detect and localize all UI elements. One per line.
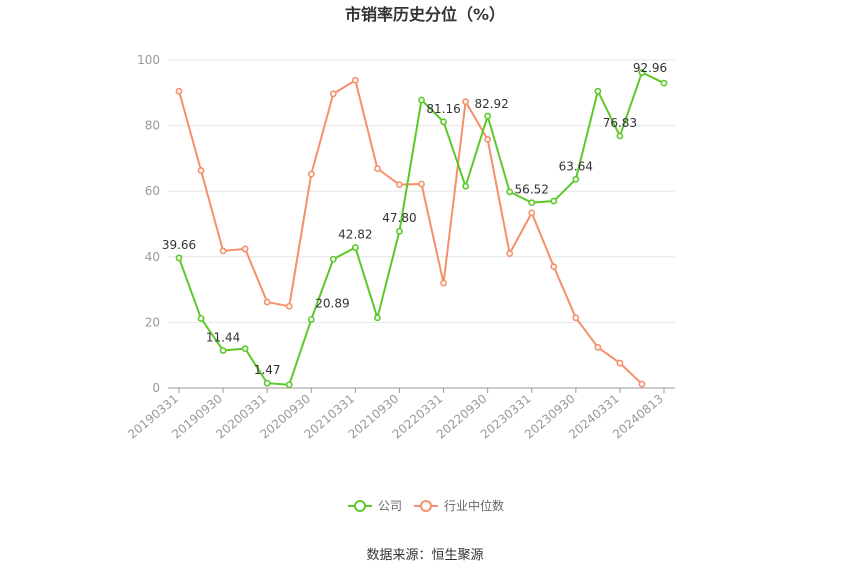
data-point: [638, 69, 646, 76]
data-label: 20.89: [315, 296, 349, 310]
data-point: [241, 245, 249, 253]
data-label: 47.80: [382, 211, 416, 225]
data-labels: 39.66 11.44 1.47 20.89 42.82 47.80 81.16 82.92 5…: [162, 61, 667, 377]
data-point: [175, 254, 183, 262]
y-tick-label: 80: [145, 119, 160, 133]
data-point: [462, 98, 469, 106]
y-axis: 0 20 40 60 80 100: [137, 53, 160, 395]
legend-item-company[interactable]: 公司: [348, 499, 402, 513]
legend-marker: [354, 500, 366, 512]
data-point: [219, 247, 227, 255]
data-point: [440, 279, 447, 287]
data-point: [484, 112, 492, 120]
data-point: [506, 250, 514, 257]
data-point: [285, 302, 293, 310]
data-label: 1.47: [254, 363, 281, 377]
data-point: [440, 118, 447, 126]
data-point: [374, 165, 381, 172]
data-label: 81.16: [426, 102, 460, 116]
data-label: 76.83: [603, 116, 637, 130]
data-point: [263, 379, 271, 387]
data-point: [329, 255, 337, 263]
data-label: 39.66: [162, 238, 196, 252]
y-tick-label: 0: [152, 381, 160, 395]
series-line-industry-median: [178, 79, 643, 385]
data-point: [462, 182, 469, 190]
data-point: [307, 316, 315, 323]
legend-label: 公司: [378, 499, 402, 513]
data-label: 92.96: [633, 61, 667, 75]
data-point: [418, 96, 425, 104]
y-tick-label: 100: [137, 53, 160, 67]
data-point: [418, 180, 425, 188]
legend[interactable]: 公司 行业中位数: [348, 498, 504, 513]
data-point: [572, 314, 580, 322]
data-point: [197, 315, 205, 322]
grid-lines: [168, 59, 675, 323]
data-point: [241, 345, 249, 353]
legend-marker: [420, 500, 432, 512]
y-tick-label: 40: [145, 250, 160, 264]
data-point: [638, 380, 646, 388]
data-point: [351, 244, 359, 251]
data-point: [528, 209, 536, 217]
data-point: [329, 90, 337, 98]
data-point: [351, 76, 359, 84]
data-point: [219, 347, 227, 354]
data-point: [616, 132, 624, 140]
data-point: [550, 197, 558, 205]
data-point: [197, 167, 205, 174]
data-source: 数据来源：恒生聚源: [366, 548, 483, 563]
data-point: [484, 135, 492, 143]
data-label: 82.92: [474, 97, 508, 111]
data-point: [550, 263, 558, 271]
y-tick-label: 60: [145, 184, 160, 198]
chart-title: 市销率历史分位（%）: [345, 5, 505, 24]
data-point: [396, 227, 403, 235]
data-point: [572, 175, 580, 183]
data-label: 11.44: [206, 330, 240, 344]
data-point: [396, 181, 403, 189]
data-point: [594, 87, 602, 95]
data-point: [307, 170, 315, 178]
data-label: 56.52: [515, 183, 549, 197]
data-point: [528, 199, 536, 207]
legend-label: 行业中位数: [444, 498, 504, 513]
data-point: [594, 343, 602, 351]
data-label: 63.64: [559, 159, 593, 173]
data-label: 42.82: [338, 228, 372, 242]
y-tick-label: 20: [145, 315, 160, 329]
x-axis: 2019033120190930202003312020093020210331…: [125, 387, 675, 442]
legend-item-industry-median[interactable]: 行业中位数: [414, 498, 504, 513]
data-point: [616, 359, 624, 367]
series-group: [175, 69, 668, 389]
data-point: [285, 381, 293, 389]
data-point: [175, 87, 183, 95]
data-point: [660, 79, 668, 87]
data-point: [263, 298, 271, 306]
data-point: [374, 314, 381, 322]
data-point: [506, 188, 514, 196]
